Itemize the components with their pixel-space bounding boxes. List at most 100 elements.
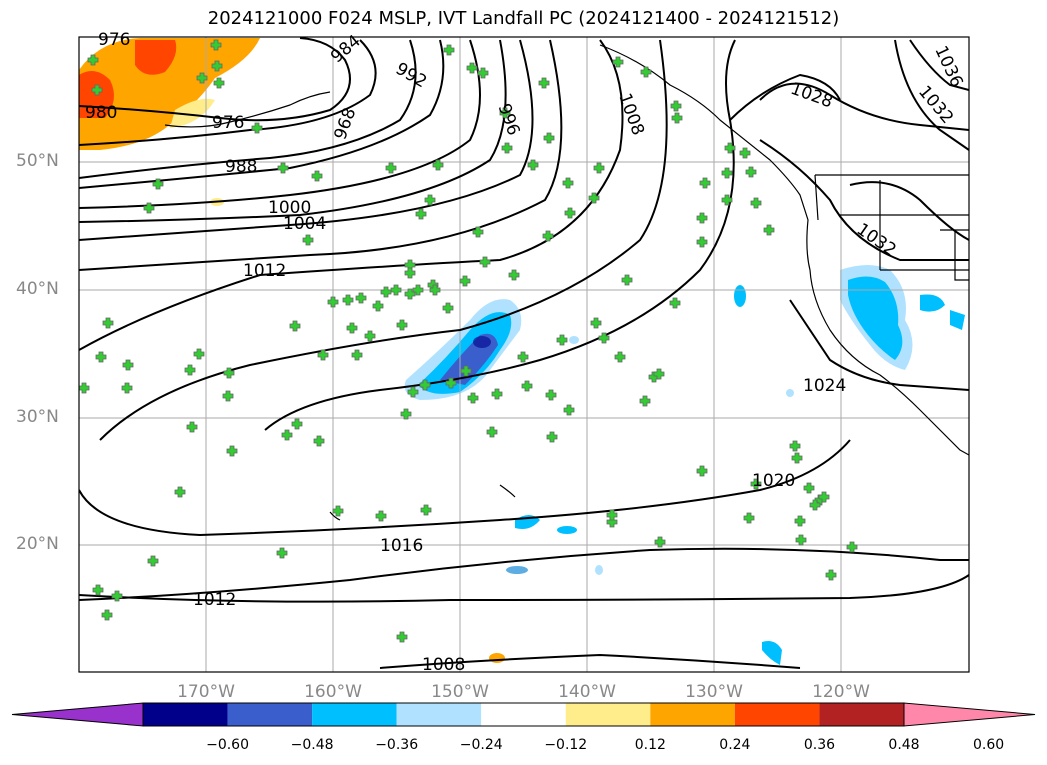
station-marker (466, 62, 478, 74)
isobar-label: 976 (212, 113, 244, 133)
station-marker (517, 351, 529, 363)
station-marker (724, 142, 736, 154)
colorbar-tick-label: 0.48 (888, 737, 920, 753)
station-marker (564, 207, 576, 219)
station-marker (696, 465, 708, 477)
colorbar-segment (819, 703, 904, 726)
station-marker (222, 390, 234, 402)
station-marker (795, 534, 807, 546)
station-marker (174, 486, 186, 498)
station-marker (364, 330, 376, 342)
station-marker (639, 395, 651, 407)
station-marker (460, 365, 472, 377)
station-marker (614, 351, 626, 363)
isobar-label: 980 (85, 103, 117, 123)
station-markers (79, 39, 858, 643)
colorbar-tick-label: 0.24 (719, 737, 751, 753)
station-marker (593, 162, 605, 174)
station-marker (355, 292, 367, 304)
station-marker (277, 162, 289, 174)
colorbar-segment (734, 703, 820, 726)
station-marker (670, 100, 682, 112)
station-marker (499, 107, 511, 119)
station-marker (122, 359, 134, 371)
station-marker (91, 84, 103, 96)
station-marker (420, 504, 432, 516)
station-marker (699, 177, 711, 189)
station-marker (791, 452, 803, 464)
isobar-label: 1024 (803, 376, 846, 396)
colorbar-segment (650, 703, 735, 726)
colorbar-tick-label: −0.48 (290, 737, 334, 753)
colorbar-segment (565, 703, 651, 726)
lon-tick-label: 150°W (431, 682, 489, 702)
station-marker (210, 39, 222, 51)
station-marker (538, 77, 550, 89)
station-marker (459, 275, 471, 287)
station-marker (79, 382, 90, 394)
isobar-label: 1004 (283, 214, 326, 234)
station-marker (92, 584, 104, 596)
station-marker (794, 515, 806, 527)
station-marker (598, 332, 610, 344)
station-marker (612, 56, 624, 68)
coastlines (164, 44, 969, 521)
station-marker (332, 505, 344, 517)
station-marker (380, 286, 392, 298)
station-marker (472, 226, 484, 238)
station-marker (442, 302, 454, 314)
station-marker (404, 288, 416, 300)
colorbar-tick-label: −0.24 (459, 737, 503, 753)
station-marker (424, 194, 436, 206)
station-marker (281, 429, 293, 441)
station-marker (313, 435, 325, 447)
colorbar-segment (143, 703, 228, 726)
station-marker (556, 334, 568, 346)
station-marker (501, 142, 513, 154)
colorbar (11, 702, 1036, 727)
station-marker (721, 194, 733, 206)
station-marker (419, 379, 431, 391)
station-marker (311, 170, 323, 182)
station-marker (763, 224, 775, 236)
station-marker (317, 349, 329, 361)
station-marker (372, 300, 384, 312)
colorbar-tick-label: 0.36 (803, 737, 836, 753)
station-marker (743, 512, 755, 524)
colorbar-tick-label: 0.60 (972, 737, 1005, 753)
station-marker (121, 382, 133, 394)
station-marker (590, 317, 602, 329)
station-marker (696, 236, 708, 248)
lon-tick-label: 170°W (177, 682, 235, 702)
station-marker (289, 320, 301, 332)
colorbar-extend-low (11, 702, 144, 727)
station-marker (671, 112, 683, 124)
colorbar-segment (227, 703, 313, 726)
station-marker (396, 631, 408, 643)
station-marker (196, 72, 208, 84)
station-marker (543, 132, 555, 144)
station-marker (562, 177, 574, 189)
colorbar-tick-label: 0.12 (634, 737, 666, 753)
station-marker (385, 162, 397, 174)
station-marker (721, 167, 733, 179)
lat-tick-label: 20°N (16, 534, 59, 554)
isobars (79, 37, 969, 669)
station-marker (186, 421, 198, 433)
station-marker (143, 202, 155, 214)
station-marker (809, 499, 821, 511)
station-marker (111, 590, 123, 602)
station-marker (640, 66, 652, 78)
isobar-label: 1020 (752, 471, 795, 491)
station-marker (739, 147, 751, 159)
station-marker (486, 426, 498, 438)
station-marker (375, 510, 387, 522)
station-marker (621, 274, 633, 286)
station-marker (654, 536, 666, 548)
isobar-label: 1000 (268, 198, 311, 218)
station-marker (521, 380, 533, 392)
map-title: 2024121000 F024 MSLP, IVT Landfall PC (2… (207, 8, 840, 29)
station-marker (563, 404, 575, 416)
station-marker (745, 166, 757, 178)
colorbar-tick-label: −0.60 (206, 737, 249, 753)
